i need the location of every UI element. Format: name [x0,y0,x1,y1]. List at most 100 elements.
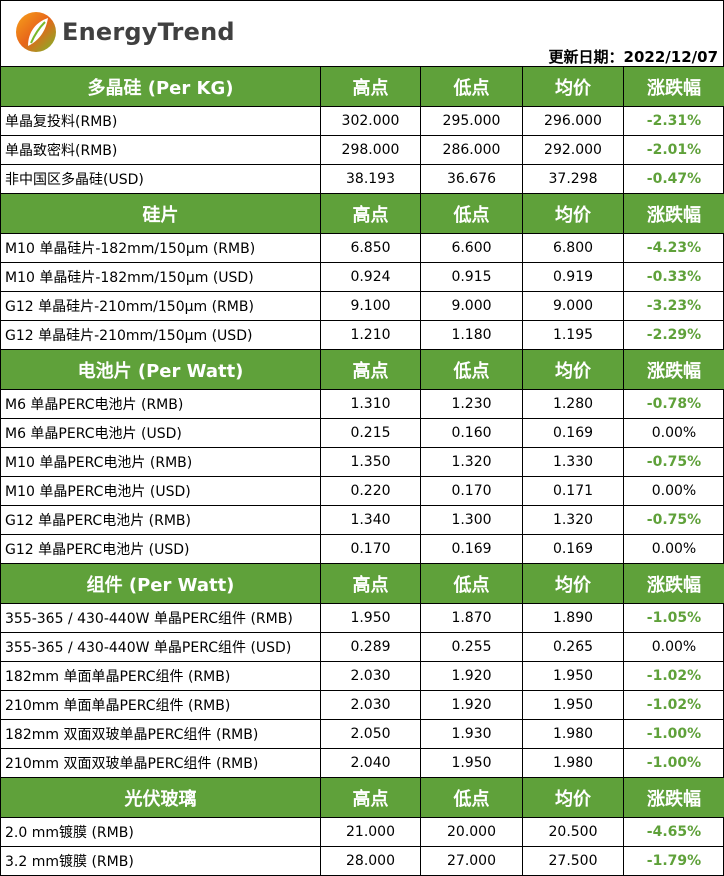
item-name: 2.0 mm镀膜 (RMB) [0,817,321,847]
column-header: 低点 [420,563,523,604]
item-name: M10 单晶硅片-182mm/150μm (USD) [0,262,321,292]
avg-price: 9.000 [522,291,624,321]
low-price: 0.169 [420,534,523,564]
change-percent: -3.23% [623,291,724,321]
low-price: 1.920 [420,690,523,720]
avg-price: 1.330 [522,447,624,477]
avg-price: 0.171 [522,476,624,506]
section-header: 电池片 (Per Watt) 高点 低点 均价 涨跌幅 [0,349,724,390]
avg-price: 37.298 [522,164,624,194]
low-price: 295.000 [420,106,523,136]
table-row: 210mm 双面双玻单晶PERC组件 (RMB) 2.040 1.950 1.980-… [0,748,724,778]
column-header: 均价 [522,349,624,390]
high-price: 298.000 [320,135,421,165]
low-price: 0.915 [420,262,523,292]
low-price: 286.000 [420,135,523,165]
change-percent: -1.02% [623,690,724,720]
section-header: 多晶硅 (Per KG) 高点 低点 均价 涨跌幅 [0,66,724,107]
change-percent: 0.00% [623,534,724,564]
item-name: M10 单晶PERC电池片 (USD) [0,476,321,506]
high-price: 38.193 [320,164,421,194]
table-row: 355-365 / 430-440W 单晶PERC组件 (USD) 0.289 0.… [0,632,724,662]
table-row: M10 单晶硅片-182mm/150μm (USD) 0.924 0.915 0.91… [0,262,724,292]
column-header: 高点 [320,777,421,818]
item-name: 3.2 mm镀膜 (RMB) [0,846,321,876]
low-price: 9.000 [420,291,523,321]
column-header: 高点 [320,66,421,107]
item-name: 210mm 双面双玻单晶PERC组件 (RMB) [0,748,321,778]
table-row: G12 单晶硅片-210mm/150μm (RMB) 9.100 9.000 9.00… [0,291,724,321]
low-price: 1.320 [420,447,523,477]
item-name: G12 单晶PERC电池片 (USD) [0,534,321,564]
section-title: 硅片 [0,193,321,234]
section-header: 光伏玻璃 高点 低点 均价 涨跌幅 [0,777,724,818]
high-price: 2.040 [320,748,421,778]
high-price: 0.170 [320,534,421,564]
table-row: 单晶致密料(RMB) 298.000 286.000 292.000 -2.01% [0,135,724,165]
avg-price: 6.800 [522,233,624,263]
low-price: 1.180 [420,320,523,350]
column-header: 低点 [420,777,523,818]
high-price: 1.950 [320,603,421,633]
high-price: 302.000 [320,106,421,136]
column-header: 高点 [320,349,421,390]
change-percent: -4.65% [623,817,724,847]
high-price: 0.220 [320,476,421,506]
item-name: 单晶致密料(RMB) [0,135,321,165]
column-header: 低点 [420,193,523,234]
section-title: 光伏玻璃 [0,777,321,818]
avg-price: 1.950 [522,690,624,720]
table-row: G12 单晶PERC电池片 (RMB) 1.340 1.300 1.320 -0.75% [0,505,724,535]
change-percent: -2.31% [623,106,724,136]
column-header: 涨跌幅 [623,193,724,234]
column-header: 均价 [522,563,624,604]
column-header: 均价 [522,193,624,234]
change-percent: -0.75% [623,505,724,535]
column-header: 涨跌幅 [623,349,724,390]
table-row: 355-365 / 430-440W 单晶PERC组件 (RMB) 1.950 1.… [0,603,724,633]
low-price: 0.160 [420,418,523,448]
column-header: 高点 [320,563,421,604]
item-name: 355-365 / 430-440W 单晶PERC组件 (RMB) [0,603,321,633]
avg-price: 0.169 [522,418,624,448]
avg-price: 1.320 [522,505,624,535]
table-row: 非中国区多晶硅(USD) 38.193 36.676 37.298 -0.47% [0,164,724,194]
item-name: M10 单晶PERC电池片 (RMB) [0,447,321,477]
low-price: 1.870 [420,603,523,633]
item-name: 单晶复投料(RMB) [0,106,321,136]
table-row: M6 单晶PERC电池片 (USD) 0.215 0.160 0.169 0.00% [0,418,724,448]
change-percent: 0.00% [623,418,724,448]
item-name: M10 单晶硅片-182mm/150μm (RMB) [0,233,321,263]
avg-price: 296.000 [522,106,624,136]
price-table: 多晶硅 (Per KG) 高点 低点 均价 涨跌幅 单晶复投料(RMB) 302.000 29… [0,66,724,876]
avg-price: 1.980 [522,719,624,749]
table-row: M10 单晶PERC电池片 (RMB) 1.350 1.320 1.330 -0.75% [0,447,724,477]
low-price: 1.920 [420,661,523,691]
section-title: 多晶硅 (Per KG) [0,66,321,107]
change-percent: -1.00% [623,748,724,778]
item-name: M6 单晶PERC电池片 (USD) [0,418,321,448]
change-percent: -1.02% [623,661,724,691]
item-name: 182mm 单面单晶PERC组件 (RMB) [0,661,321,691]
table-row: 210mm 单面单晶PERC组件 (RMB) 2.030 1.920 1.950 -1.… [0,690,724,720]
high-price: 0.215 [320,418,421,448]
column-header: 低点 [420,66,523,107]
column-header: 低点 [420,349,523,390]
low-price: 27.000 [420,846,523,876]
high-price: 0.924 [320,262,421,292]
table-row: 单晶复投料(RMB) 302.000 295.000 296.000 -2.31% [0,106,724,136]
column-header: 涨跌幅 [623,66,724,107]
high-price: 2.030 [320,661,421,691]
table-row: M10 单晶PERC电池片 (USD) 0.220 0.170 0.171 0.00% [0,476,724,506]
low-price: 0.170 [420,476,523,506]
avg-price: 1.890 [522,603,624,633]
table-row: 2.0 mm镀膜 (RMB) 21.000 20.000 20.500 -4.65% [0,817,724,847]
high-price: 6.850 [320,233,421,263]
low-price: 1.300 [420,505,523,535]
table-row: 182mm 单面单晶PERC组件 (RMB) 2.030 1.920 1.950 -1.… [0,661,724,691]
update-label: 更新日期： [548,48,624,66]
column-header: 高点 [320,193,421,234]
leaf-logo-icon [16,12,56,52]
change-percent: -2.01% [623,135,724,165]
high-price: 2.030 [320,690,421,720]
